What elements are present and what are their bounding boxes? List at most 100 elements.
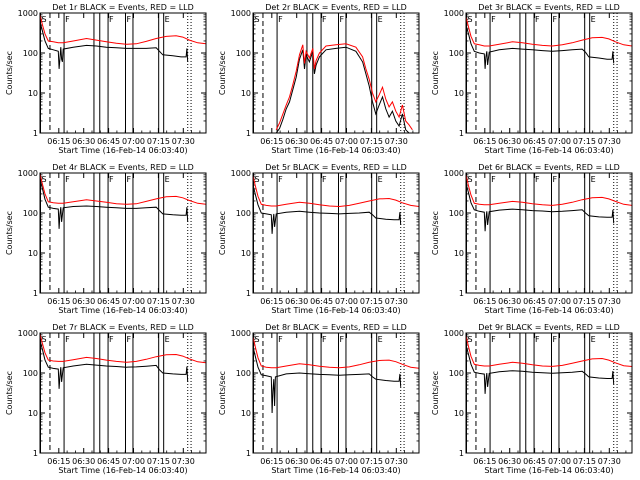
y-tick-label: 1000	[444, 329, 464, 338]
x-tick-label: 07:15	[573, 137, 596, 146]
x-tick-label: 07:30	[385, 137, 408, 146]
detector-panel: Det 3r BLACK = Events, RED = LLD Counts/s…	[431, 3, 633, 155]
x-tick-label: 07:15	[360, 457, 383, 466]
event-marker-label: F	[535, 335, 540, 344]
event-marker-label: S	[254, 335, 259, 344]
plot-frame	[252, 12, 420, 134]
event-marker-label: F	[322, 175, 327, 184]
y-tick-label: 1	[246, 129, 251, 138]
x-tick-label: 06:45	[523, 297, 546, 306]
x-tick-label: 06:30	[285, 457, 308, 466]
x-axis-label: Start Time (16-Feb-14 06:03:40)	[484, 146, 613, 155]
lld-series-line	[253, 175, 419, 208]
event-marker-label: F	[339, 335, 344, 344]
events-series-line	[40, 179, 189, 229]
x-tick-label: 07:30	[598, 457, 621, 466]
lld-series-line	[253, 336, 419, 369]
x-tick-label: 07:15	[573, 457, 596, 466]
y-tick-label: 1000	[18, 329, 38, 338]
x-tick-label: 06:30	[285, 297, 308, 306]
x-tick-label: 06:15	[473, 297, 496, 306]
panel-title: Det 9r BLACK = Events, RED = LLD	[478, 323, 620, 332]
event-marker-label: S	[41, 15, 46, 24]
y-tick-label: 1000	[18, 9, 38, 18]
x-tick-label: 06:15	[47, 137, 70, 146]
y-tick-label: 10	[454, 89, 464, 98]
x-tick-label: 07:15	[573, 297, 596, 306]
x-tick-label: 07:30	[172, 457, 195, 466]
x-tick-label: 07:00	[548, 457, 571, 466]
panel-title: Det 4r BLACK = Events, RED = LLD	[52, 163, 194, 172]
x-tick-label: 06:15	[260, 457, 283, 466]
event-marker-label: F	[552, 175, 557, 184]
x-tick-label: 06:30	[72, 297, 95, 306]
detector-panel: Det 6r BLACK = Events, RED = LLD Counts/s…	[431, 163, 633, 315]
event-marker-label: S	[254, 15, 259, 24]
x-tick-label: 06:30	[285, 137, 308, 146]
plot-frame	[39, 332, 207, 454]
y-tick-label: 1	[459, 289, 464, 298]
event-marker-label: F	[126, 175, 131, 184]
event-marker-label: S	[41, 335, 46, 344]
y-tick-label: 1	[459, 449, 464, 458]
y-axis-label: Counts/sec	[218, 211, 227, 255]
panel-title: Det 3r BLACK = Events, RED = LLD	[478, 3, 620, 12]
x-tick-label: 07:00	[122, 297, 145, 306]
y-axis-label: Counts/sec	[5, 211, 14, 255]
event-marker-label: E	[591, 335, 596, 344]
y-tick-label: 100	[449, 369, 464, 378]
y-tick-label: 10	[28, 89, 38, 98]
event-marker-label: E	[378, 335, 383, 344]
x-axis-label: Start Time (16-Feb-14 06:03:40)	[271, 146, 400, 155]
y-tick-label: 1	[459, 129, 464, 138]
event-marker-label: E	[378, 15, 383, 24]
x-tick-label: 06:45	[97, 137, 120, 146]
lld-series-line	[466, 174, 632, 206]
event-marker-label: S	[467, 175, 472, 184]
event-marker-label: F	[491, 175, 496, 184]
plot-frame	[465, 172, 633, 294]
x-tick-label: 06:15	[473, 137, 496, 146]
event-marker-label: F	[278, 175, 283, 184]
event-marker-label: S	[41, 175, 46, 184]
events-series-line	[466, 24, 615, 69]
y-tick-label: 10	[28, 249, 38, 258]
y-tick-label: 10	[241, 249, 251, 258]
x-tick-label: 07:30	[172, 137, 195, 146]
x-tick-label: 06:30	[498, 137, 521, 146]
x-tick-label: 07:00	[122, 457, 145, 466]
y-tick-label: 100	[236, 49, 251, 58]
event-marker-label: F	[491, 335, 496, 344]
x-tick-label: 07:00	[335, 297, 358, 306]
event-marker-label: F	[65, 335, 70, 344]
x-tick-label: 06:45	[523, 137, 546, 146]
x-tick-label: 07:15	[360, 297, 383, 306]
plot-frame	[39, 12, 207, 134]
x-tick-label: 07:15	[147, 457, 170, 466]
y-tick-label: 1	[33, 129, 38, 138]
y-axis-label: Counts/sec	[431, 371, 440, 415]
events-series-line	[40, 21, 189, 69]
event-marker-label: E	[165, 335, 170, 344]
y-tick-label: 1000	[231, 9, 251, 18]
event-marker-label: E	[378, 175, 383, 184]
event-marker-label: F	[535, 15, 540, 24]
events-series-line	[466, 183, 615, 232]
events-series-line	[40, 340, 189, 389]
x-tick-label: 06:15	[47, 297, 70, 306]
events-series-line	[253, 346, 402, 414]
x-axis-label: Start Time (16-Feb-14 06:03:40)	[484, 306, 613, 315]
lld-series-line	[40, 173, 206, 205]
x-tick-label: 06:45	[310, 297, 333, 306]
x-axis-label: Start Time (16-Feb-14 06:03:40)	[271, 306, 400, 315]
y-tick-label: 100	[449, 49, 464, 58]
lld-series-line	[466, 16, 632, 47]
y-tick-label: 100	[236, 369, 251, 378]
y-tick-label: 100	[23, 49, 38, 58]
y-tick-label: 1000	[231, 329, 251, 338]
plot-frame	[39, 172, 207, 294]
event-marker-label: F	[322, 15, 327, 24]
event-marker-label: F	[552, 15, 557, 24]
event-marker-label: E	[591, 15, 596, 24]
y-tick-label: 10	[28, 409, 38, 418]
